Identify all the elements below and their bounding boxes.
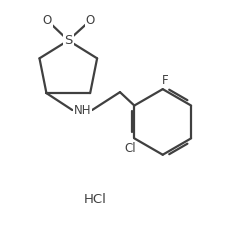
- Text: O: O: [43, 14, 52, 27]
- Text: S: S: [64, 34, 72, 47]
- Text: Cl: Cl: [124, 142, 136, 155]
- Text: O: O: [86, 14, 95, 27]
- Text: NH: NH: [73, 104, 91, 117]
- Text: F: F: [161, 74, 168, 87]
- Text: HCl: HCl: [84, 193, 106, 206]
